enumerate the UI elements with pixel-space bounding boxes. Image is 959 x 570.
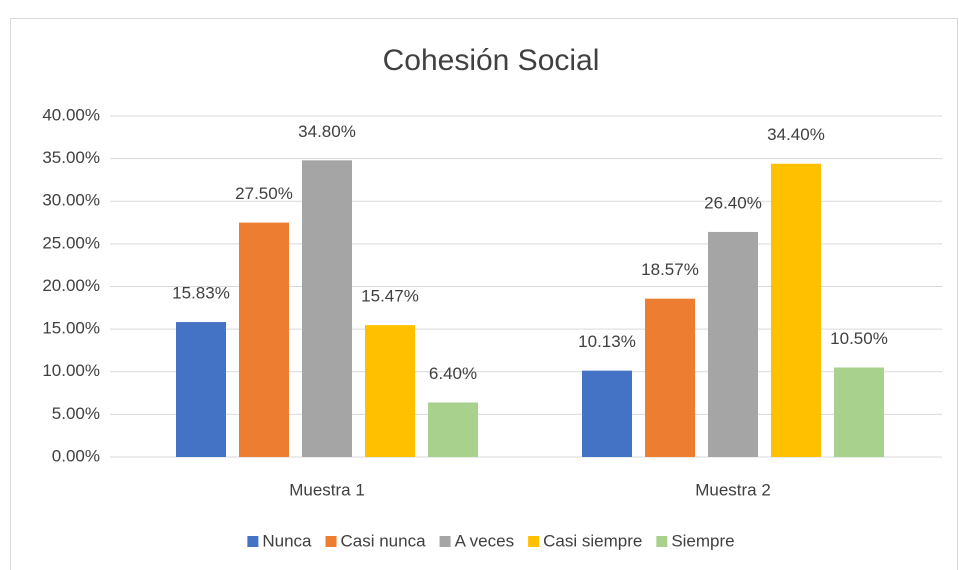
bar [834, 367, 884, 457]
legend-swatch [528, 536, 540, 547]
legend-swatch [656, 536, 668, 547]
legend-label: Casi siempre [543, 531, 642, 550]
legend-swatch [439, 536, 451, 547]
y-tick-label: 0.00% [52, 446, 100, 465]
data-label: 18.57% [641, 260, 699, 279]
data-label: 34.40% [767, 125, 825, 144]
y-tick-label: 15.00% [42, 319, 100, 338]
y-tick-label: 40.00% [42, 105, 100, 124]
y-tick-label: 5.00% [52, 404, 100, 423]
bar [176, 322, 226, 457]
chart-title: Cohesión Social [383, 44, 600, 77]
data-label: 10.13% [578, 332, 636, 351]
bar [428, 402, 478, 457]
legend-label: A veces [455, 531, 515, 550]
legend-label: Siempre [671, 531, 734, 550]
data-label: 26.40% [704, 193, 762, 212]
bar [582, 370, 632, 457]
legend-label: Casi nunca [341, 531, 427, 550]
legend-label: Nunca [262, 531, 312, 550]
y-tick-label: 30.00% [42, 191, 100, 210]
data-label: 15.83% [172, 284, 230, 303]
bar [365, 325, 415, 457]
bar [771, 163, 821, 458]
bar [239, 222, 289, 457]
data-label: 34.80% [298, 122, 356, 141]
y-tick-label: 35.00% [42, 148, 100, 167]
legend-swatch [247, 536, 259, 547]
bar [708, 231, 758, 457]
legend-swatch [325, 536, 337, 547]
data-label: 10.50% [830, 329, 888, 348]
y-tick-label: 10.00% [42, 361, 100, 380]
y-tick-label: 25.00% [42, 233, 100, 252]
bar [302, 160, 352, 457]
x-tick-label: Muestra 2 [695, 480, 771, 499]
bar [645, 298, 695, 457]
y-tick-label: 20.00% [42, 276, 100, 295]
data-label: 6.40% [429, 364, 477, 383]
data-label: 15.47% [361, 287, 419, 306]
x-tick-label: Muestra 1 [289, 480, 365, 499]
data-label: 27.50% [235, 184, 293, 203]
